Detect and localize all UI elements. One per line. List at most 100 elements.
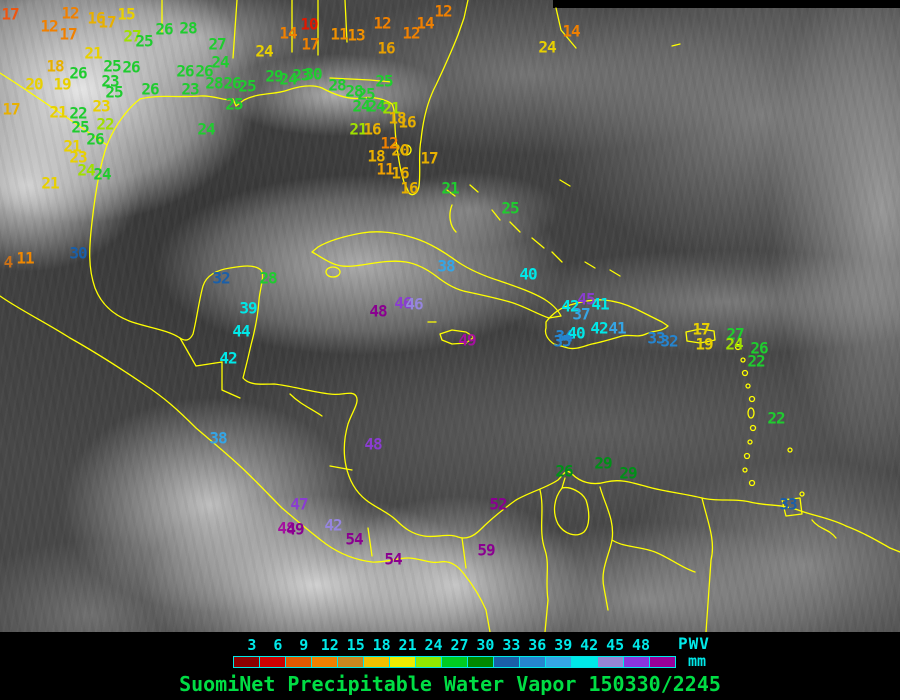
station-value: 42: [219, 348, 237, 368]
station-value: 42: [324, 515, 342, 535]
station-value: 16: [398, 112, 416, 132]
station-value: 48: [277, 518, 295, 538]
station-value: 26: [155, 19, 173, 39]
station-value: 12: [380, 133, 398, 153]
station-value: 27: [208, 34, 226, 54]
station-value: 16: [363, 119, 381, 139]
island-antilles-7: [749, 424, 757, 432]
station-value: 44: [232, 321, 250, 341]
station-value: 26: [195, 61, 213, 81]
station-value: 46: [394, 293, 412, 313]
station-value: 14: [416, 13, 434, 33]
border-venezuela-guyana: [701, 497, 714, 632]
station-value: 19: [695, 334, 713, 354]
station-value: 11: [16, 248, 34, 268]
station-value: 40: [519, 264, 537, 284]
cloud-texture: [0, 0, 900, 632]
station-value: 40: [567, 323, 585, 343]
border-state-2: [232, 0, 238, 59]
colorbar-segment: [598, 657, 624, 667]
colorbar-segment: [494, 657, 520, 667]
island-antilles-3: [741, 369, 749, 377]
station-value: 42: [590, 318, 608, 338]
station-value: 48: [369, 301, 387, 321]
station-value: 54: [345, 529, 363, 549]
island-hispaniola: [544, 299, 669, 350]
station-value: 18: [388, 108, 406, 128]
colorbar-segment: [312, 657, 338, 667]
station-value: 24: [367, 96, 385, 116]
island-antilles-10: [742, 467, 748, 473]
border-costarica-panama: [367, 527, 373, 557]
island-antilles-9: [743, 452, 751, 460]
station-value: 12: [402, 23, 420, 43]
station-value: 24: [538, 37, 556, 57]
station-value: 54: [384, 549, 402, 569]
island-bermuda: [671, 43, 681, 47]
station-value: 27: [726, 324, 744, 344]
station-value: 16: [391, 163, 409, 183]
station-value: 21: [63, 136, 81, 156]
colorbar-tick: 48: [632, 636, 651, 654]
island-antilles-1: [734, 343, 742, 351]
island-antilles-5: [748, 395, 756, 403]
lake-maracaibo: [553, 477, 590, 536]
station-value: 24: [197, 119, 215, 139]
station-value: 23: [92, 96, 110, 116]
station-value: 28: [345, 81, 363, 101]
colorbar-tick: 36: [528, 636, 547, 654]
station-value: 32: [212, 268, 230, 288]
station-value: 24: [352, 96, 370, 116]
border-panama-colombia: [461, 537, 467, 569]
station-value: 25: [357, 84, 375, 104]
station-value: 21: [349, 119, 367, 139]
station-value: 23: [292, 65, 310, 85]
station-value: 47: [290, 494, 308, 514]
station-value: 26: [750, 338, 768, 358]
colorbar-segment: [416, 657, 442, 667]
colorbar-tick: 33: [502, 636, 521, 654]
station-value: 21: [441, 178, 459, 198]
border-georgia-florida: [329, 77, 393, 83]
station-value: 21: [41, 173, 59, 193]
station-value: 17: [98, 12, 116, 32]
station-value: 22: [96, 114, 114, 134]
station-value: 38: [437, 256, 455, 276]
station-value: 59: [477, 540, 495, 560]
station-value: 11: [330, 24, 348, 44]
colorbar-tick: 12: [320, 636, 339, 654]
station-value: 39: [239, 298, 257, 318]
island-trinidad: [781, 497, 803, 517]
border-state-5: [344, 0, 348, 43]
border-colombia-venezuela: [539, 489, 549, 632]
station-value: 17: [420, 148, 438, 168]
station-value: 25: [238, 76, 256, 96]
border-rio-grande: [0, 72, 108, 146]
station-value: 34: [555, 326, 573, 346]
colorbar-segment: [338, 657, 364, 667]
island-antilles-8: [747, 439, 753, 445]
island-tobago: [799, 491, 805, 497]
station-value: 18: [367, 146, 385, 166]
colorbar-tick: 30: [476, 636, 495, 654]
station-value: 49: [458, 330, 476, 350]
island-puerto-rico: [685, 328, 716, 344]
station-value: 28: [259, 268, 277, 288]
colorbar-tick-labels: 3 6 9 12 15 18 21 24 27 30 33 36 39 42 45 48: [0, 636, 900, 654]
station-value: 35: [553, 331, 571, 351]
station-value: 29: [265, 66, 283, 86]
colorbar-tick: 15: [346, 636, 365, 654]
station-value: 17: [1, 4, 19, 24]
station-value: 33: [647, 328, 665, 348]
colorbar-segment: [650, 657, 675, 667]
station-value: 17: [2, 99, 20, 119]
colorbar-segment: [572, 657, 598, 667]
island-isle-of-youth: [325, 266, 341, 278]
station-value: 11: [376, 159, 394, 179]
colorbar-tick: 39: [554, 636, 573, 654]
station-value: 16: [87, 8, 105, 28]
colorbar-segment: [234, 657, 260, 667]
colorbar-tick: 21: [398, 636, 417, 654]
colorbar-tick: 45: [606, 636, 625, 654]
station-value: 26: [122, 57, 140, 77]
